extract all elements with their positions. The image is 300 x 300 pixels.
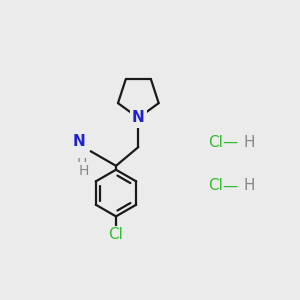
- Text: N: N: [132, 110, 145, 125]
- Text: H: H: [78, 164, 89, 178]
- Text: Cl: Cl: [109, 227, 123, 242]
- Text: N: N: [73, 134, 86, 149]
- Text: Cl: Cl: [208, 135, 223, 150]
- Text: H: H: [243, 178, 255, 194]
- Text: —: —: [222, 178, 237, 194]
- Text: —: —: [222, 135, 237, 150]
- Text: H: H: [243, 135, 255, 150]
- Text: Cl: Cl: [208, 178, 223, 194]
- Text: H: H: [76, 157, 87, 171]
